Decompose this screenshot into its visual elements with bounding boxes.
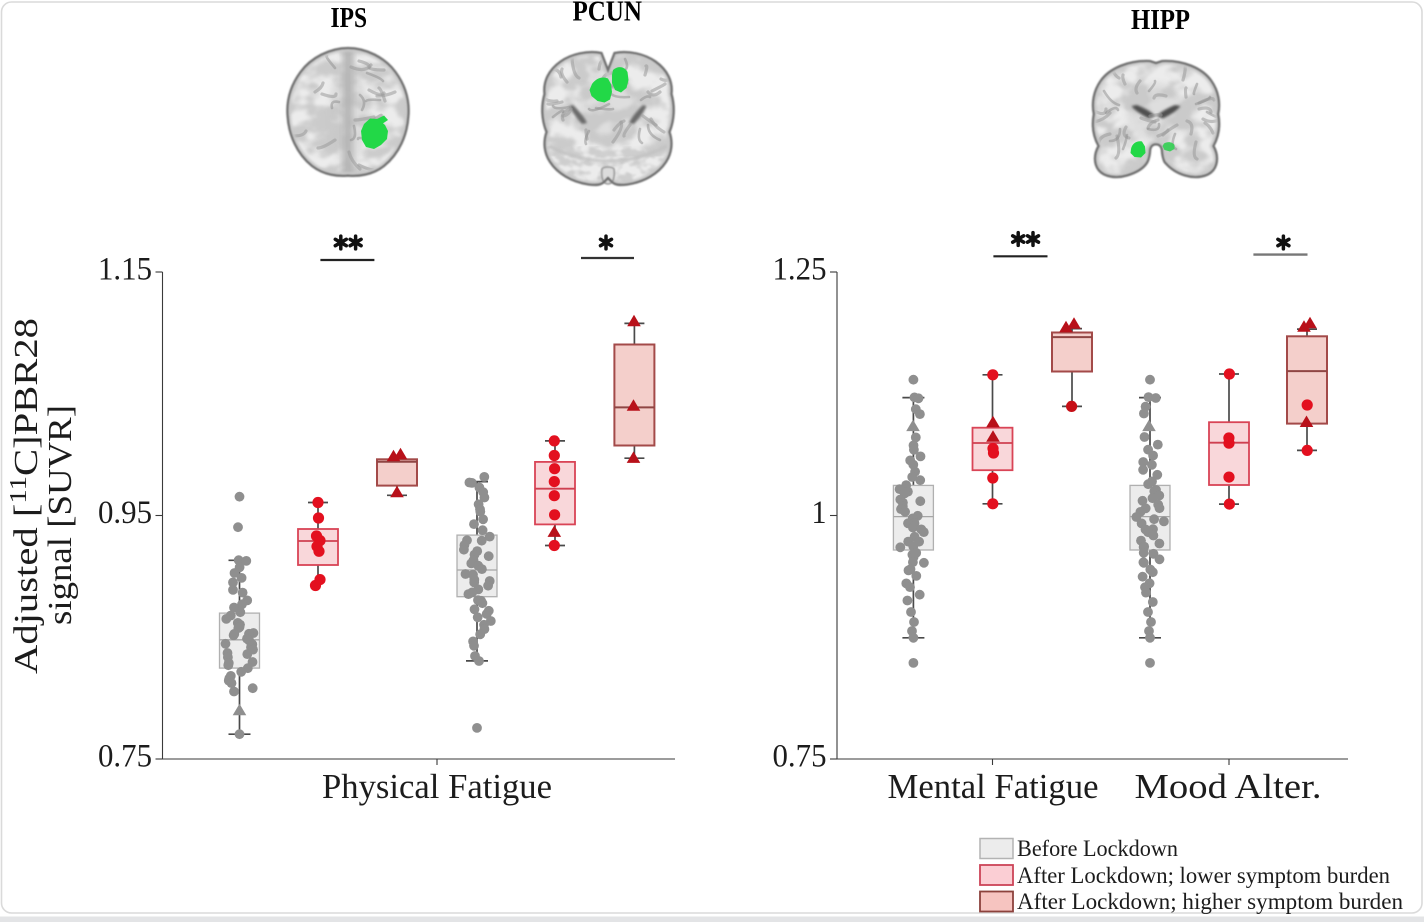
svg-text:Before Lockdown: Before Lockdown bbox=[1017, 836, 1178, 862]
svg-text:0.75: 0.75 bbox=[773, 739, 827, 775]
svg-text:1.15: 1.15 bbox=[98, 252, 152, 288]
svg-text:PCUN: PCUN bbox=[572, 0, 642, 28]
svg-text:Mental Fatigue: Mental Fatigue bbox=[888, 768, 1099, 806]
svg-text:After Lockdown; higher symptom: After Lockdown; higher symptom burden bbox=[1017, 889, 1403, 915]
svg-text:Mood Alter.: Mood Alter. bbox=[1135, 768, 1322, 806]
svg-text:Physical Fatigue: Physical Fatigue bbox=[322, 768, 552, 806]
svg-text:1: 1 bbox=[812, 495, 827, 531]
svg-text:0.95: 0.95 bbox=[98, 495, 152, 531]
svg-text:0.75: 0.75 bbox=[98, 739, 152, 775]
svg-text:1.25: 1.25 bbox=[773, 252, 827, 288]
svg-text:IPS: IPS bbox=[331, 3, 368, 34]
svg-text:signal [SUVR]: signal [SUVR] bbox=[42, 405, 79, 625]
svg-text:HIPP: HIPP bbox=[1131, 5, 1190, 36]
svg-text:After Lockdown; lower symptom: After Lockdown; lower symptom burden bbox=[1017, 863, 1390, 889]
